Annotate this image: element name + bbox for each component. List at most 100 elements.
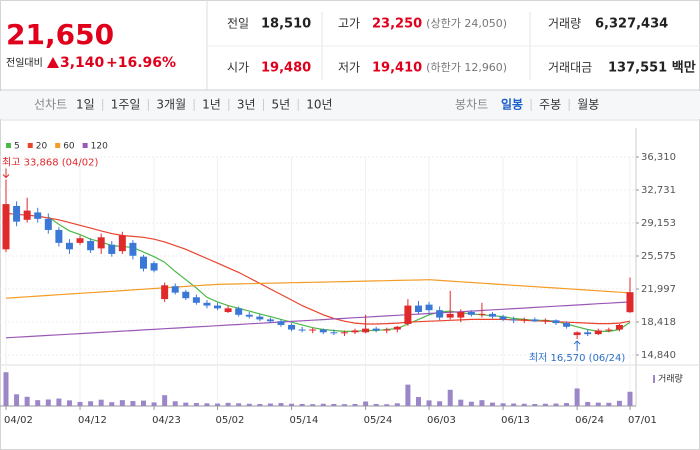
period-button[interactable]: 10년 xyxy=(306,98,332,112)
volume-bar xyxy=(257,403,263,406)
candle-body xyxy=(319,329,327,333)
volume-bar xyxy=(331,403,337,406)
volume-bar xyxy=(553,403,559,406)
period-button[interactable]: 주봉 xyxy=(539,98,561,112)
volume-legend: 거래량 xyxy=(658,373,683,385)
volume-bar xyxy=(204,403,210,406)
candle-body xyxy=(203,302,211,306)
candle-body xyxy=(531,319,539,322)
stat-label: 거래량 xyxy=(548,17,581,31)
volume-bar xyxy=(426,400,432,406)
candle-body xyxy=(436,310,444,318)
volume-bar xyxy=(310,404,316,406)
volume-bar xyxy=(225,402,231,406)
y-tick-label: 25,575 xyxy=(641,251,676,262)
period-button[interactable]: 3년 xyxy=(237,98,256,112)
candle-body xyxy=(541,320,549,322)
x-tick-label: 04/12 xyxy=(78,415,107,426)
volume-bar xyxy=(564,403,570,406)
legend-swatch xyxy=(55,143,61,148)
candle-body xyxy=(87,241,95,251)
volume-bar xyxy=(574,388,580,406)
volume-bar xyxy=(88,401,94,406)
volume-bar xyxy=(3,372,9,406)
candle-body xyxy=(573,332,581,336)
volume-bar xyxy=(193,403,199,406)
period-button[interactable]: 월봉 xyxy=(577,98,599,112)
volume-bar xyxy=(98,399,104,406)
candle-body xyxy=(214,305,222,309)
x-tick-label: 06/03 xyxy=(427,415,456,426)
x-tick-label: 04/23 xyxy=(152,415,181,426)
volume-bar xyxy=(458,399,464,406)
stat-note: (하한가 12,960) xyxy=(426,60,507,74)
toolbar-label: 선차트 xyxy=(34,98,67,112)
candle-body xyxy=(594,330,602,335)
candle-body xyxy=(330,332,338,334)
period-button[interactable]: 1년 xyxy=(202,98,221,112)
candle-body xyxy=(298,329,306,331)
volume-bar xyxy=(384,404,390,406)
legend-swatch xyxy=(653,375,655,383)
candle-body xyxy=(510,319,518,321)
volume-bar xyxy=(56,398,62,406)
volume-bar xyxy=(289,403,295,406)
x-tick-label: 04/02 xyxy=(4,415,33,426)
y-tick-label: 36,310 xyxy=(641,152,676,163)
volume-bar xyxy=(341,404,347,406)
volume-bar xyxy=(595,402,601,406)
volume-bar xyxy=(267,403,273,406)
period-button[interactable]: 일봉 xyxy=(501,98,523,112)
x-tick-label: 05/14 xyxy=(290,415,319,426)
annotation-arrow xyxy=(573,340,581,352)
candle-body xyxy=(489,313,497,317)
volume-bar xyxy=(77,401,83,406)
period-button[interactable]: 3개월 xyxy=(156,98,186,112)
change-pct: +16.96% xyxy=(106,55,176,71)
candle-body xyxy=(108,244,116,254)
candle-body xyxy=(393,326,401,330)
candle-body xyxy=(161,285,169,300)
candle-body xyxy=(256,316,264,320)
y-tick-label: 32,731 xyxy=(641,185,676,196)
candle-body xyxy=(605,329,613,331)
candle-body xyxy=(245,314,253,317)
stat-label: 저가 xyxy=(338,61,360,75)
y-tick-label: 14,840 xyxy=(641,350,676,361)
volume-bar xyxy=(299,403,305,406)
volume-bar xyxy=(521,403,527,406)
volume-bar xyxy=(532,403,538,406)
volume-bar xyxy=(35,400,41,406)
candle-body xyxy=(192,297,200,303)
annotation: 최고 33,868 (04/02) xyxy=(2,157,98,169)
x-tick-label: 06/13 xyxy=(501,415,530,426)
volume-bar xyxy=(236,403,242,406)
legend-label: 120 xyxy=(91,142,108,152)
period-button[interactable]: 1일 xyxy=(76,98,95,112)
candle-body xyxy=(182,291,190,299)
candle-body xyxy=(34,212,42,219)
volume-bar xyxy=(616,400,622,406)
candle-body xyxy=(351,330,359,333)
price: 21,650 xyxy=(6,18,114,51)
y-tick-label: 29,153 xyxy=(641,218,676,229)
candle-body xyxy=(446,313,454,318)
stat-label: 고가 xyxy=(338,17,360,31)
volume-bar xyxy=(162,395,168,406)
candle-body xyxy=(224,308,232,313)
volume-bar xyxy=(627,391,633,406)
candle-body xyxy=(44,218,52,230)
ma-line xyxy=(5,301,631,339)
y-tick-label: 21,997 xyxy=(641,284,676,295)
candle-body xyxy=(584,332,592,335)
period-button[interactable]: 5년 xyxy=(272,98,291,112)
legend-swatch xyxy=(27,143,33,148)
candle-body xyxy=(171,286,179,293)
candle-body xyxy=(118,235,126,252)
period-button[interactable]: 1주일 xyxy=(111,98,141,112)
volume-bar xyxy=(24,396,30,406)
candle-body xyxy=(97,237,105,249)
candle-body xyxy=(309,329,317,331)
candle-body xyxy=(383,329,391,331)
